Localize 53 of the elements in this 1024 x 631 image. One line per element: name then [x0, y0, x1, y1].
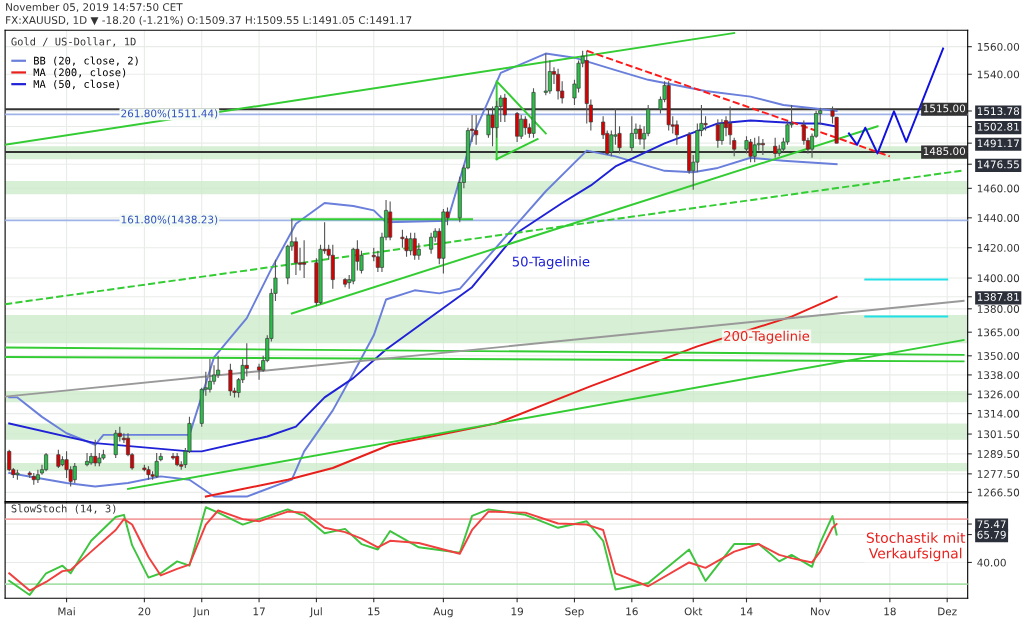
y-tick-label: 1476.55 [977, 160, 1019, 169]
x-tick-label: 20 [138, 607, 151, 616]
annotation: Stochastik mit Verkaufsignal [866, 532, 966, 562]
legend-label: BB (20, close, 2) [34, 56, 138, 66]
y-tick-label: 1338.00 [977, 371, 1020, 380]
x-tick-label: Nov [811, 607, 831, 616]
y-tick-label: 1289.50 [977, 450, 1020, 458]
y-tick-label: 1380.00 [977, 305, 1020, 313]
x-tick-label: Jul [309, 607, 322, 618]
y-tick-label: 1400.00 [977, 274, 1020, 283]
y-tick-label: 40.00 [977, 558, 1006, 567]
y-tick-label: 1314.00 [977, 409, 1020, 418]
text: November 05, 2019 14:57:50 CET [6, 2, 183, 13]
y-tick-label: 1326.00 [977, 390, 1020, 399]
x-tick-label: Sep [565, 607, 584, 618]
y-tick-label: 1540.00 [977, 70, 1020, 79]
x-tick-label: Dez [938, 607, 957, 616]
annotation: 261.80%(1511.44) [121, 109, 218, 119]
y-tick-label: 1350.00 [977, 352, 1020, 360]
x-tick-label: 16 [626, 607, 638, 616]
ref-line-label: 1485.00 [923, 147, 966, 156]
legend-label: MA (200, close) [33, 68, 126, 78]
x-tick-label: Mai [58, 607, 75, 616]
y-tick-label: 65.79 [977, 530, 1006, 539]
x-tick-label: 15 [368, 607, 380, 616]
annotation: 50-Tagelinie [512, 256, 590, 270]
y-tick-label: 1491.17 [977, 139, 1019, 148]
x-tick-label: Okt [684, 607, 703, 616]
y-tick-label: 1560.00 [977, 42, 1020, 51]
x-tick-label: 18 [884, 607, 896, 616]
text: Gold / US-Dollar, 1D [11, 37, 136, 47]
y-tick-label: 1266.50 [977, 488, 1020, 497]
y-tick-label: 1440.00 [977, 214, 1020, 222]
y-tick-label: 1301.50 [977, 430, 1020, 439]
annotation: 200-Tagelinie [724, 330, 810, 344]
x-tick-label: 19 [511, 607, 524, 616]
y-tick-label: 1365.00 [977, 328, 1020, 337]
y-tick-label: 1277.50 [977, 470, 1020, 478]
x-tick-label: Jun [193, 607, 209, 618]
ref-line-label: 1515.00 [923, 104, 966, 113]
y-tick-label: 1502.81 [977, 122, 1019, 131]
x-tick-label: Aug [433, 607, 453, 618]
y-tick-label: 1420.00 [977, 243, 1020, 252]
y-tick-label: 75.47 [977, 520, 1006, 529]
y-tick-label: 1513.78 [977, 107, 1020, 116]
annotation: 161.80%(1438.23) [121, 215, 218, 225]
y-tick-label: 1387.81 [977, 292, 1019, 301]
x-tick-label: 14 [741, 607, 753, 616]
legend-label: MA (50, close) [33, 79, 119, 90]
chart-title: SlowStoch (14, 3) [11, 504, 116, 514]
x-tick-label: 17 [253, 607, 265, 616]
chart-subtitle: FX:XAUUSD, 1D ▼ -18.20 (-1.21%) O:1509.37 H:1509.55 L:1491.05 C:1491.17 [6, 15, 412, 26]
y-tick-label: 1460.00 [977, 184, 1020, 193]
